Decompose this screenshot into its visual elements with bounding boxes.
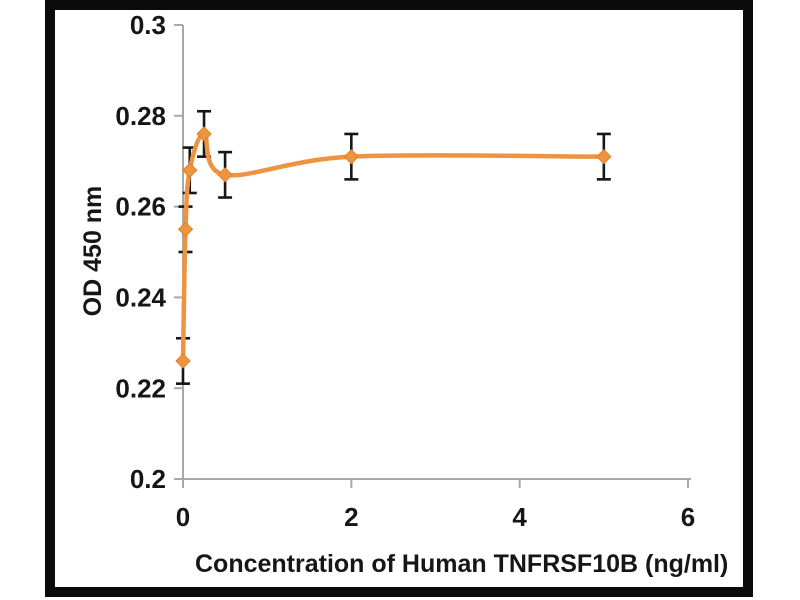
y-tick-label: 0.28 bbox=[115, 101, 166, 131]
x-tick-label: 4 bbox=[512, 502, 527, 532]
data-point-marker bbox=[217, 167, 233, 183]
data-point-marker bbox=[196, 126, 212, 142]
y-tick-label: 0.26 bbox=[115, 192, 166, 222]
y-tick-label: 0.3 bbox=[130, 10, 166, 40]
y-tick-label: 0.24 bbox=[115, 283, 166, 313]
y-tick-label: 0.2 bbox=[130, 464, 166, 494]
data-point-marker bbox=[175, 353, 191, 369]
x-tick-label: 0 bbox=[176, 502, 190, 532]
data-point-marker bbox=[177, 221, 194, 238]
y-axis-title: OD 450 nm bbox=[79, 185, 107, 317]
x-tick-label: 6 bbox=[681, 502, 695, 532]
chart-border-frame bbox=[45, 0, 753, 597]
series-line bbox=[180, 131, 607, 364]
data-point-marker bbox=[182, 162, 198, 178]
data-point-marker bbox=[343, 148, 360, 165]
y-tick-label: 0.22 bbox=[115, 373, 166, 403]
data-point-marker bbox=[596, 148, 612, 165]
x-tick-label: 2 bbox=[344, 502, 358, 532]
x-axis-title: Concentration of Human TNFRSF10B (ng/ml) bbox=[195, 550, 729, 578]
